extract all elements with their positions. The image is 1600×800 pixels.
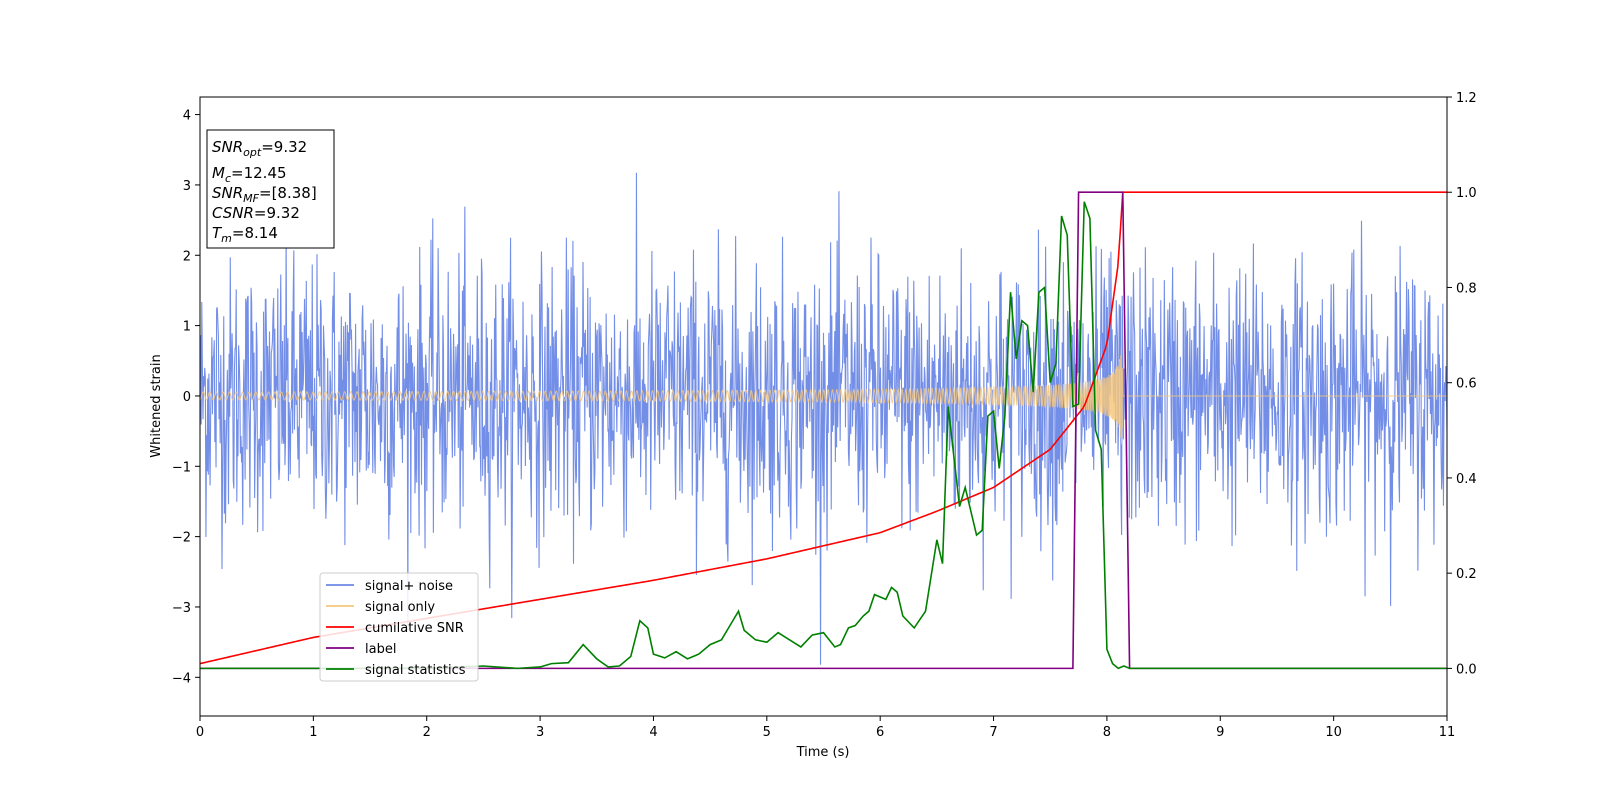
x-tick-label: 9 [1216,725,1224,740]
y-right-tick-label: 0.0 [1456,662,1477,677]
y-right-tick-label: 0.4 [1456,472,1477,487]
plot-frame [199,96,1448,717]
signal-only-series [200,347,1447,445]
x-tick-label: 6 [876,725,884,740]
x-axis-ticks: 0 1 2 3 4 5 6 7 8 9 10 11 [196,716,1455,740]
y-axis-left-ticks: −4 −3 −2 −1 0 1 2 3 4 [172,109,200,686]
y-tick-label: 0 [183,390,191,405]
legend-label-noise: signal+ noise [365,579,453,594]
legend-label-statistics: signal statistics [365,663,466,678]
x-tick-label: 2 [423,725,431,740]
y-right-tick-label: 0.6 [1456,377,1477,392]
y-tick-label: −4 [172,671,191,686]
y-axis-label: Whitened strain [149,354,164,457]
legend: signal+ noise signal only cumilative SNR… [319,572,479,682]
legend-label-signal: signal only [365,600,435,615]
y-axis-right-ticks: 0.0 0.2 0.4 0.6 0.8 1.0 1.2 [1447,91,1477,677]
tm-annotation: Tm=8.14 [212,224,278,245]
y-right-tick-label: 0.8 [1456,281,1477,296]
y-tick-label: −1 [172,460,191,475]
x-tick-label: 7 [989,725,997,740]
x-tick-label: 10 [1325,725,1342,740]
legend-label-label: label [365,642,396,657]
annotation-box: SNRopt=9.32 Mc=12.45 SNRMF=[8.38] CSNR=9… [206,129,335,249]
snr-opt-annotation: SNRopt=9.32 [212,138,307,159]
legend-label-snr: cumilative SNR [365,621,464,636]
x-tick-label: 11 [1439,725,1456,740]
x-tick-label: 3 [536,725,544,740]
x-tick-label: 1 [309,725,317,740]
x-axis-label: Time (s) [796,745,850,760]
y-right-tick-label: 1.2 [1456,91,1477,106]
snr-mf-annotation: SNRMF=[8.38] [212,184,317,205]
x-tick-label: 4 [649,725,657,740]
y-tick-label: 1 [183,320,191,335]
x-tick-label: 0 [196,725,204,740]
y-tick-label: 4 [183,109,191,124]
y-tick-label: 2 [183,249,191,264]
y-right-tick-label: 1.0 [1456,186,1477,201]
signal-trace [200,347,1447,445]
y-tick-label: −3 [172,601,191,616]
x-tick-label: 8 [1103,725,1111,740]
y-tick-label: −2 [172,531,191,546]
y-tick-label: 3 [183,179,191,194]
y-right-tick-label: 0.2 [1456,567,1477,582]
x-tick-label: 5 [763,725,771,740]
signal-statistics-line [200,201,1447,670]
mc-annotation: Mc=12.45 [212,164,287,185]
csnr-annotation: CSNR=9.32 [212,204,300,222]
